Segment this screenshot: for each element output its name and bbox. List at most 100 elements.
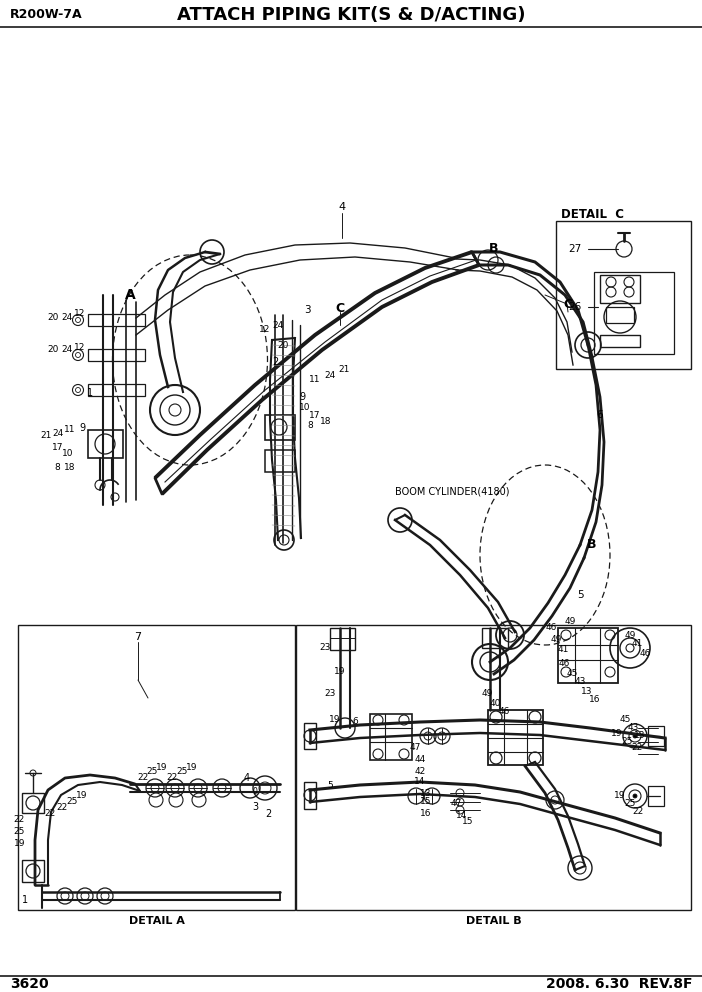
Text: 22: 22 — [44, 808, 55, 817]
Text: 1: 1 — [22, 895, 28, 905]
Text: 8: 8 — [54, 462, 60, 471]
Text: 7: 7 — [135, 632, 142, 642]
Text: 25: 25 — [176, 768, 187, 777]
Text: C: C — [564, 298, 573, 310]
Text: 49: 49 — [624, 631, 636, 640]
Text: 18: 18 — [65, 463, 76, 472]
Text: 19: 19 — [77, 792, 88, 801]
Bar — [648, 726, 664, 746]
Circle shape — [76, 317, 81, 322]
Bar — [88, 314, 145, 326]
Text: DETAIL A: DETAIL A — [128, 916, 185, 926]
Text: 22: 22 — [138, 774, 149, 783]
Text: 25: 25 — [624, 800, 636, 808]
Text: DETAIL  C: DETAIL C — [561, 208, 624, 221]
Text: 25: 25 — [146, 768, 158, 777]
Bar — [330, 628, 355, 650]
Text: 17: 17 — [52, 443, 64, 452]
Bar — [22, 793, 44, 813]
Text: 43: 43 — [574, 678, 585, 686]
Text: 20: 20 — [47, 345, 59, 354]
Text: 21: 21 — [40, 431, 52, 439]
Text: ATTACH PIPING KIT(S & D/ACTING): ATTACH PIPING KIT(S & D/ACTING) — [177, 6, 525, 24]
Text: 41: 41 — [631, 639, 643, 648]
Circle shape — [30, 770, 36, 776]
Text: 25: 25 — [13, 827, 25, 836]
Text: 23: 23 — [319, 644, 331, 653]
Text: 9: 9 — [79, 423, 85, 433]
Bar — [88, 349, 145, 361]
Text: 6: 6 — [597, 410, 603, 420]
Text: 22: 22 — [166, 774, 178, 783]
Text: 24: 24 — [53, 429, 64, 437]
Text: 13: 13 — [420, 789, 432, 798]
Text: 47: 47 — [409, 743, 420, 753]
Text: 49: 49 — [482, 688, 493, 697]
Circle shape — [76, 388, 81, 393]
Text: 46: 46 — [545, 623, 557, 632]
Text: 2: 2 — [265, 809, 271, 819]
Text: 3620: 3620 — [10, 977, 48, 991]
Bar — [482, 628, 508, 648]
Bar — [488, 710, 543, 765]
Bar — [22, 860, 44, 882]
Text: 18: 18 — [320, 418, 332, 427]
Bar — [18, 625, 295, 910]
Text: 22: 22 — [56, 804, 67, 812]
Text: 2008. 6.30  REV.8F: 2008. 6.30 REV.8F — [545, 977, 692, 991]
Text: 11: 11 — [310, 376, 321, 385]
Bar — [606, 307, 634, 323]
Text: 10: 10 — [299, 404, 311, 413]
Text: 25: 25 — [621, 737, 633, 747]
Text: DETAIL B: DETAIL B — [465, 916, 522, 926]
Text: 11: 11 — [65, 426, 76, 434]
Text: 46: 46 — [498, 707, 510, 716]
Text: 42: 42 — [414, 768, 425, 777]
Text: 22: 22 — [631, 743, 642, 753]
Text: 5: 5 — [327, 782, 333, 791]
Circle shape — [633, 734, 637, 738]
Text: 6: 6 — [352, 717, 358, 726]
Text: 13: 13 — [634, 731, 646, 740]
Bar — [556, 221, 691, 369]
Text: 0: 0 — [253, 788, 258, 797]
Text: 45: 45 — [619, 715, 630, 724]
Bar — [594, 272, 674, 354]
Circle shape — [633, 794, 637, 798]
Text: 19: 19 — [157, 763, 168, 772]
Text: 12: 12 — [74, 310, 86, 318]
Text: 21: 21 — [338, 365, 350, 375]
Text: 46: 46 — [558, 659, 570, 668]
Text: 16: 16 — [420, 808, 432, 817]
Text: 3: 3 — [252, 802, 258, 812]
Text: 2: 2 — [272, 357, 278, 367]
Text: 26: 26 — [568, 302, 581, 312]
Text: 19: 19 — [186, 763, 198, 772]
Text: 4: 4 — [244, 773, 250, 783]
Text: 12: 12 — [74, 342, 86, 351]
Text: BOOM CYLINDER(4180): BOOM CYLINDER(4180) — [395, 487, 510, 497]
Text: 12: 12 — [259, 325, 271, 334]
Text: 49: 49 — [564, 617, 576, 627]
Text: 20: 20 — [277, 340, 289, 349]
Text: 24: 24 — [272, 321, 284, 330]
Bar — [304, 723, 316, 749]
Circle shape — [76, 352, 81, 357]
Text: 24: 24 — [324, 370, 336, 380]
Text: 23: 23 — [324, 689, 336, 698]
Text: 13: 13 — [581, 686, 592, 695]
Text: 3: 3 — [304, 305, 310, 315]
Text: 19: 19 — [611, 729, 623, 738]
Text: 15: 15 — [420, 798, 432, 806]
Text: 15: 15 — [462, 817, 474, 826]
Bar — [265, 415, 295, 440]
Text: 16: 16 — [589, 695, 601, 704]
Text: 8: 8 — [307, 421, 313, 430]
Text: 1: 1 — [87, 388, 93, 398]
Bar — [265, 450, 295, 472]
Bar — [600, 275, 640, 303]
Bar — [648, 786, 664, 806]
Bar — [88, 430, 123, 458]
Text: 24: 24 — [61, 312, 72, 321]
Bar — [304, 782, 316, 809]
